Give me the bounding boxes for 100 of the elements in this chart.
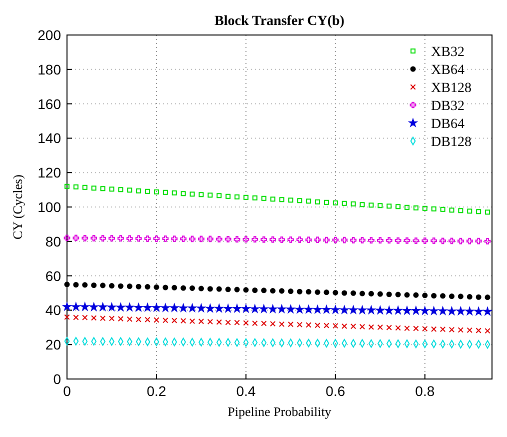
point [342,200,347,206]
point [288,288,294,294]
point [180,285,186,291]
point [279,197,284,202]
point [261,320,267,326]
point [332,236,339,244]
point [484,238,491,244]
point [64,314,70,320]
point [324,200,329,205]
point [171,236,178,242]
point [475,238,482,244]
point [430,306,438,315]
point [136,316,142,322]
point [252,287,258,293]
point [449,208,454,213]
point [154,284,160,290]
point [172,284,178,290]
point [332,290,338,296]
point [198,318,204,324]
y-axis-title: CY (Cycles) [10,174,25,240]
point [314,289,320,295]
point [448,326,455,332]
point [118,187,124,192]
point [404,292,410,298]
point [73,184,78,190]
point [395,292,401,298]
point [172,190,177,196]
point [395,325,401,331]
point [313,305,322,314]
point [394,237,402,244]
point [431,326,437,332]
point [306,322,312,328]
point [413,326,419,332]
point [315,199,320,204]
point [198,236,204,242]
point [215,304,224,312]
point [296,236,303,243]
point [80,302,89,310]
point [376,306,384,314]
y-tick-label: 0 [53,371,62,387]
point [350,290,356,296]
point [243,287,249,293]
point [162,235,169,242]
point [368,290,374,296]
point [162,284,168,290]
point [404,237,410,244]
legend-label: DB32 [431,99,464,114]
point [440,293,446,299]
point [91,282,97,288]
point [340,306,348,314]
point [252,236,258,243]
point [118,235,124,242]
point [474,307,483,316]
point [170,304,178,312]
point [458,238,464,244]
point [306,198,312,204]
point [100,186,106,192]
point [288,236,294,243]
point [431,206,436,212]
point [270,236,276,243]
point [98,302,107,311]
point [422,238,428,244]
y-tick-label: 40 [45,302,62,318]
point [216,286,222,292]
point [154,317,160,323]
point [296,305,304,314]
point [234,236,240,243]
point [62,302,72,310]
point [278,304,286,313]
point [100,315,106,322]
point [368,237,374,244]
point [225,320,231,326]
point [342,290,348,296]
point [234,194,240,200]
point [306,289,312,295]
point [358,306,366,314]
point [72,234,80,242]
point [394,306,402,314]
point [412,238,420,244]
point [172,318,178,324]
point [108,316,115,322]
point [367,306,376,314]
point [430,238,438,244]
point [82,314,88,320]
y-tick-label: 20 [45,336,62,353]
point [440,326,446,332]
point [458,294,464,300]
point [404,340,410,348]
point [395,340,401,348]
point [368,324,374,330]
point [261,196,266,201]
x-tick-label: 0.8 [415,383,435,399]
point [118,283,124,289]
point [90,234,98,242]
point [332,323,338,329]
point [216,319,222,325]
point [296,288,302,294]
legend-label: XB128 [431,81,472,96]
point [466,340,472,348]
point [448,238,455,244]
